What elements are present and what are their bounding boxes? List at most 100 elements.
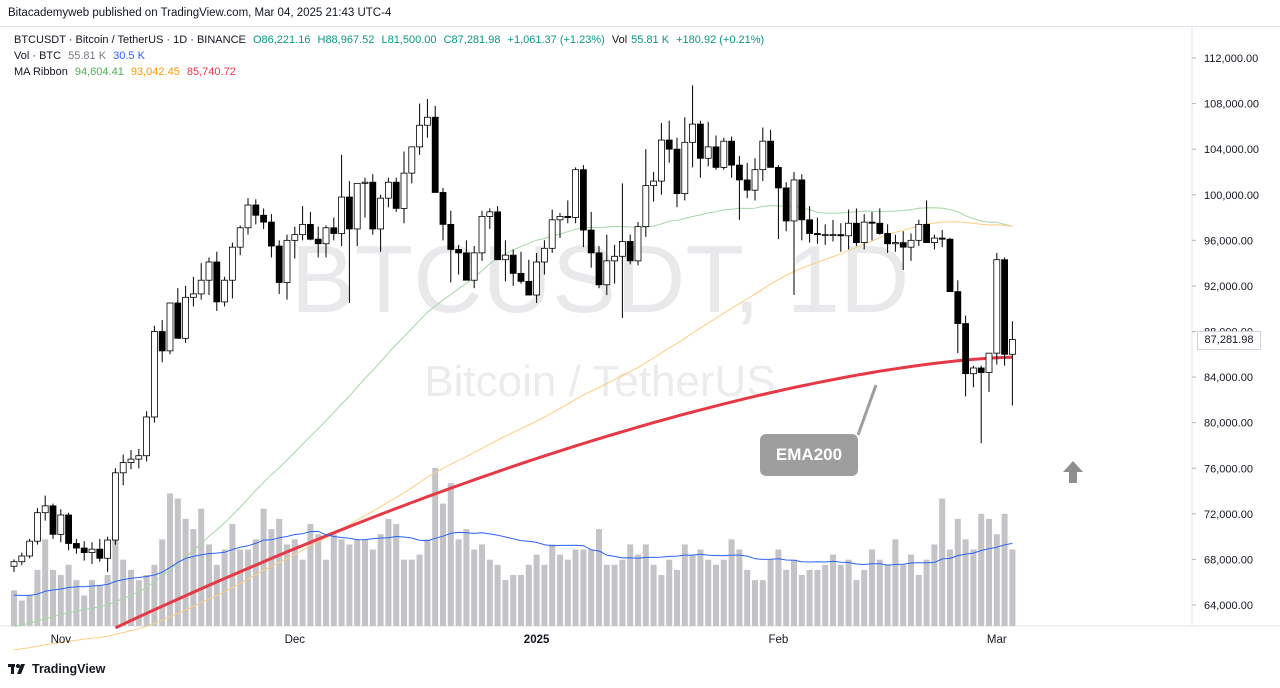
candle-up [127, 458, 135, 463]
candle-down [158, 331, 166, 352]
legend-vol-change: +180.92 (+0.21%) [676, 34, 765, 46]
legend-ma-v1: 94,604.41 [74, 66, 124, 78]
tradingview-logo[interactable]: TradingView [8, 662, 105, 676]
candle-down [314, 238, 322, 245]
volume-bar [18, 600, 25, 626]
candle-up [790, 179, 798, 222]
volume-bar [455, 539, 462, 626]
candle-up [34, 512, 41, 542]
candle-down [80, 547, 88, 553]
candle-up [681, 141, 689, 195]
volume-bar [525, 564, 532, 626]
volume-bar [557, 554, 563, 626]
legend-vol-value: 55.81 K [631, 34, 670, 46]
y-tick-label: 80,000.00 [1204, 418, 1253, 430]
candle-down [775, 166, 782, 189]
volume-bar [736, 549, 743, 626]
candle-down [853, 222, 860, 244]
arrow-up-icon [1063, 461, 1083, 483]
volume-bar [416, 554, 423, 626]
candle-up [634, 226, 642, 262]
legend-symbol-row: BTCUSDT · Bitcoin / TetherUS · 1D · BINA… [14, 34, 768, 46]
volume-bar [775, 549, 782, 626]
candle-down [580, 169, 587, 231]
candle-down [665, 139, 673, 150]
candle-down [509, 254, 517, 274]
candle-up [166, 302, 174, 352]
volume-bar [401, 559, 407, 626]
candle-up [283, 239, 291, 283]
volume-bar [479, 544, 485, 626]
volume-bar [307, 524, 314, 626]
volume-bar [432, 467, 439, 626]
candle-up [143, 416, 151, 457]
legend-symbol[interactable]: BTCUSDT · Bitcoin / TetherUS · 1D · BINA… [14, 34, 246, 46]
volume-bar [806, 569, 813, 626]
volume-bar [744, 569, 751, 626]
ema200-annotation: EMA200 [760, 434, 858, 476]
candle-down [806, 219, 813, 234]
volume-bar [674, 569, 680, 626]
candle-down [798, 179, 806, 221]
candle-down [899, 242, 907, 248]
candle-up [377, 197, 385, 230]
candle-down [73, 543, 80, 549]
candle-up [104, 539, 111, 559]
volume-bar [338, 539, 345, 626]
volume-bar [354, 539, 361, 626]
volume-bar [447, 483, 454, 626]
volume-bar [424, 539, 431, 626]
tradingview-brand: TradingView [32, 662, 106, 676]
y-tick-label: 104,000.00 [1204, 144, 1259, 156]
candle-down [275, 245, 283, 283]
candle-up [915, 223, 923, 241]
candle-up [533, 261, 540, 296]
legend-high: H88,967.52 [317, 34, 375, 46]
volume-bar [96, 585, 103, 626]
legend-ma-label[interactable]: MA Ribbon [14, 66, 68, 78]
volume-bar [814, 569, 821, 626]
volume-bar [323, 559, 329, 626]
legend-volume-label[interactable]: Vol · BTC [14, 50, 62, 62]
candle-up [572, 169, 579, 218]
volume-bar [993, 534, 1000, 626]
legend-change: +1,061.37 (+1.23%) [507, 34, 605, 46]
candle-up [353, 182, 361, 230]
volume-bar [291, 539, 298, 626]
volume-bar [369, 549, 376, 626]
candle-down [868, 221, 876, 224]
candle-up [26, 540, 34, 557]
volume-bar [541, 564, 548, 626]
candle-down [1001, 259, 1008, 355]
candle-up [704, 146, 712, 159]
legend-volume-row: Vol · BTC 55.81 K 30.5 K [14, 50, 149, 62]
candle-down [977, 367, 985, 373]
candle-up [150, 331, 158, 418]
y-tick-label: 108,000.00 [1204, 99, 1259, 111]
candle-up [931, 237, 938, 244]
candle-down [267, 221, 275, 247]
candle-up [384, 181, 392, 199]
candle-up [556, 216, 564, 221]
candle-up [244, 204, 252, 229]
legend-open: O86,221.16 [252, 34, 311, 46]
volume-bar [666, 559, 673, 626]
watermark-name: Bitcoin / TetherUS [424, 357, 775, 406]
volume-bar [923, 559, 930, 626]
candle-down [65, 514, 72, 544]
candle-up [751, 169, 759, 191]
candle-up [1009, 339, 1016, 355]
volume-bar [494, 564, 501, 626]
candle-up [548, 219, 556, 249]
volume-bar [822, 564, 829, 626]
ma100-line [13, 221, 1013, 651]
volume-bar [939, 498, 946, 626]
candle-up [112, 472, 119, 541]
candle-up [470, 252, 478, 281]
volume-bar [947, 549, 953, 626]
candle-down [923, 223, 930, 244]
candle-down [954, 291, 962, 324]
volume-bar [104, 575, 111, 626]
candle-up [88, 548, 96, 553]
